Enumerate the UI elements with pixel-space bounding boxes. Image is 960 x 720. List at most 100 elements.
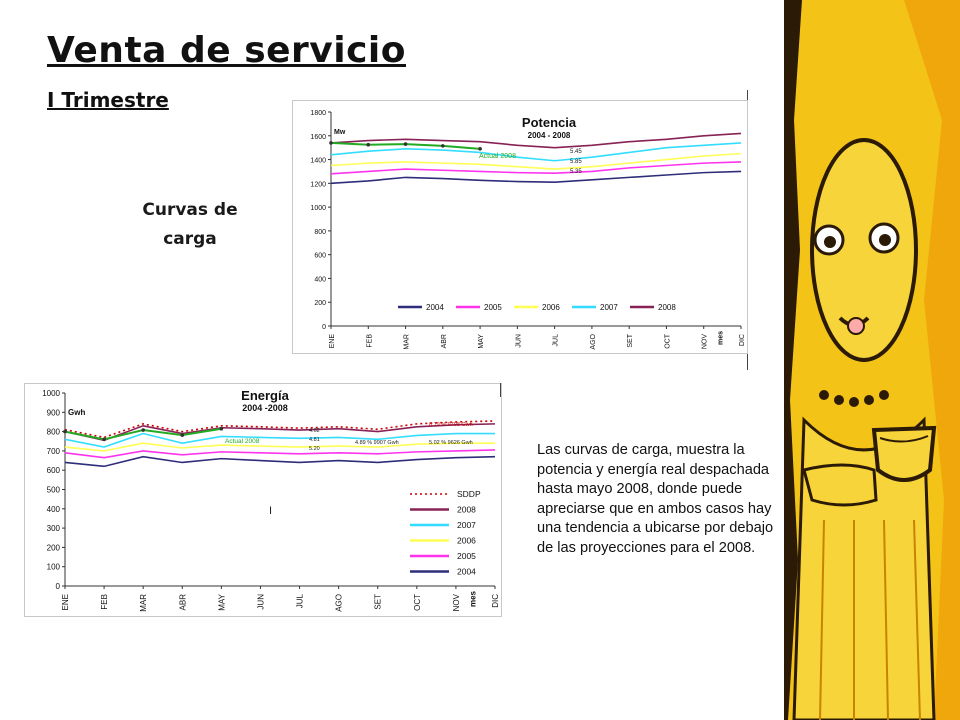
potencia-xtick-label: FEB bbox=[366, 334, 373, 348]
energia-series-2008 bbox=[64, 423, 496, 442]
energia-legend-label: 2004 bbox=[457, 567, 476, 577]
energia-xtick-label: JUN bbox=[256, 594, 265, 610]
potencia-actual-point bbox=[478, 147, 482, 151]
energia-chart-svg: 0 100 200 300 400 500 600 700 800 900 1000 ENE FEB MA… bbox=[42, 388, 500, 612]
energia-series-2007 bbox=[64, 432, 495, 448]
energia-ytick-label: 600 bbox=[47, 466, 61, 475]
energia-title: Energía bbox=[241, 388, 289, 403]
potencia-subtitle: 2004 - 2008 bbox=[528, 131, 571, 140]
potencia-ytick-label: 600 bbox=[314, 253, 326, 260]
potencia-xtick-label: ENE bbox=[329, 334, 336, 349]
potencia-ytick-label: 0 bbox=[322, 324, 326, 331]
energia-annotation: 5.20 bbox=[309, 446, 320, 452]
illustration-cup-detail bbox=[879, 435, 929, 443]
potencia-actual-label: Actual 2008 bbox=[479, 153, 516, 160]
potencia-legend-label: 2006 bbox=[542, 303, 560, 312]
energia-actual-point bbox=[63, 429, 67, 434]
potencia-series-2007 bbox=[330, 142, 742, 162]
energia-xtick-label: SET bbox=[374, 594, 383, 610]
energia-legend-label: 2006 bbox=[457, 536, 476, 546]
energia-xtick-label: ABR bbox=[178, 594, 187, 611]
energia-actual-point bbox=[102, 437, 106, 442]
energia-ytick-label: 900 bbox=[47, 408, 61, 417]
energia-xtick-label: MAY bbox=[217, 593, 226, 610]
energia-ytick-label: 1000 bbox=[42, 389, 60, 398]
potencia-legend-label: 2005 bbox=[484, 303, 502, 312]
energia-actual-label: Actual 2008 bbox=[225, 438, 260, 445]
energia-actual-point bbox=[141, 428, 145, 432]
energia-xtick-label: OCT bbox=[413, 594, 422, 611]
energia-annotation: 4.62 bbox=[309, 428, 320, 434]
potencia-xtick-label: DIC bbox=[739, 334, 746, 346]
energia-annotation: 5.02 % 9626 Gwh bbox=[429, 440, 473, 446]
energia-xtick-label: FEB bbox=[100, 594, 109, 610]
potencia-xtick-label: AGO bbox=[590, 333, 597, 349]
illustration-necklace bbox=[819, 390, 889, 407]
energia-legend-label: 2007 bbox=[457, 520, 476, 530]
potencia-ytick-label: 200 bbox=[314, 300, 326, 307]
energia-xtick-label: AGO bbox=[335, 594, 344, 612]
potencia-xtick-label: JUL bbox=[553, 334, 560, 347]
illustration-face bbox=[810, 138, 918, 362]
curvas-label-line2: carga bbox=[163, 229, 217, 249]
potencia-actual-point bbox=[329, 141, 333, 145]
illustration-pupil-right bbox=[879, 234, 891, 246]
energia-xtick-label: DIC bbox=[491, 594, 500, 608]
potencia-ytick-label: 1000 bbox=[310, 205, 326, 212]
energia-ytick-label: 800 bbox=[47, 428, 61, 437]
potencia-xtick-label: ABR bbox=[441, 334, 448, 348]
energia-series-2004 bbox=[64, 455, 496, 468]
potencia-ytick-label: 1800 bbox=[310, 110, 326, 117]
energia-legend-label: 2005 bbox=[457, 551, 476, 561]
energia-actual-point bbox=[219, 426, 224, 431]
energia-annotation: 4.81 bbox=[309, 437, 320, 443]
energia-legend-label: 2008 bbox=[457, 505, 476, 515]
energia-ytick-label: 500 bbox=[47, 486, 61, 495]
potencia-legend-label: 2007 bbox=[600, 303, 618, 312]
slide-title: Venta de servicio bbox=[47, 30, 407, 71]
illustration-pupil-left bbox=[824, 236, 836, 248]
potencia-chart-svg: 0 200 400 600 800 1000 1200 1400 1600 1800 ENE FEB M… bbox=[310, 110, 746, 350]
potencia-chart: 0 200 400 600 800 1000 1200 1400 1600 1800 ENE FEB M… bbox=[292, 100, 748, 354]
illustration-left-hair bbox=[784, 0, 802, 720]
potencia-annotation: 5.85 bbox=[570, 159, 582, 165]
energia-xtick-label: NOV bbox=[452, 593, 461, 611]
potencia-actual-point bbox=[366, 142, 371, 147]
illustration-hand bbox=[802, 463, 878, 507]
energia-ytick-label: 300 bbox=[47, 524, 61, 533]
potencia-ylabel: Mw bbox=[334, 129, 346, 136]
potencia-ytick-label: 1200 bbox=[310, 181, 326, 188]
energia-xtick-label: MAR bbox=[139, 594, 148, 612]
illustration-right-hair bbox=[904, 0, 960, 720]
potencia-ytick-label: 800 bbox=[314, 229, 326, 236]
potencia-legend-label: 2004 bbox=[426, 303, 444, 312]
potencia-annotation: 5.45 bbox=[570, 149, 582, 155]
potencia-xtick-label: JUN bbox=[515, 334, 522, 348]
potencia-xtick-label: OCT bbox=[664, 333, 671, 349]
energia-ytick-label: 700 bbox=[47, 447, 61, 456]
potencia-legend-label: 2008 bbox=[658, 303, 676, 312]
potencia-series-2004 bbox=[330, 170, 742, 185]
energia-ytick-label: 100 bbox=[47, 563, 61, 572]
energia-series-2005 bbox=[64, 449, 496, 459]
energia-ytick-label: 200 bbox=[47, 543, 61, 552]
energia-actual-point bbox=[180, 433, 185, 437]
potencia-annotation: 5.35 bbox=[570, 169, 582, 175]
illustration-cup bbox=[871, 425, 937, 482]
energia-subtitle: 2004 -2008 bbox=[242, 403, 288, 413]
energia-xtick-label: JUL bbox=[296, 593, 305, 608]
energia-ylabel: Gwh bbox=[68, 408, 85, 417]
illustration-dress-stripes bbox=[819, 519, 921, 720]
curvas-label-line1: Curvas de bbox=[142, 200, 238, 220]
potencia-ytick-label: 400 bbox=[314, 276, 326, 283]
potencia-ytick-label: 1600 bbox=[310, 134, 326, 141]
potencia-series-2005 bbox=[330, 161, 742, 175]
potencia-series-2008 bbox=[330, 132, 742, 149]
curvas-label: Curvas de carga bbox=[130, 196, 250, 254]
slide-subtitle: I Trimestre bbox=[47, 88, 169, 112]
energia-legend-label: SDDP bbox=[457, 489, 481, 499]
energia-annotation: 6.79 % 9798 Gwh bbox=[429, 422, 473, 428]
potencia-xtick-label: SET bbox=[627, 333, 634, 347]
energia-ytick-label: 0 bbox=[56, 582, 61, 591]
energia-annotation: 4.89 % 9907 Gwh bbox=[355, 440, 399, 446]
